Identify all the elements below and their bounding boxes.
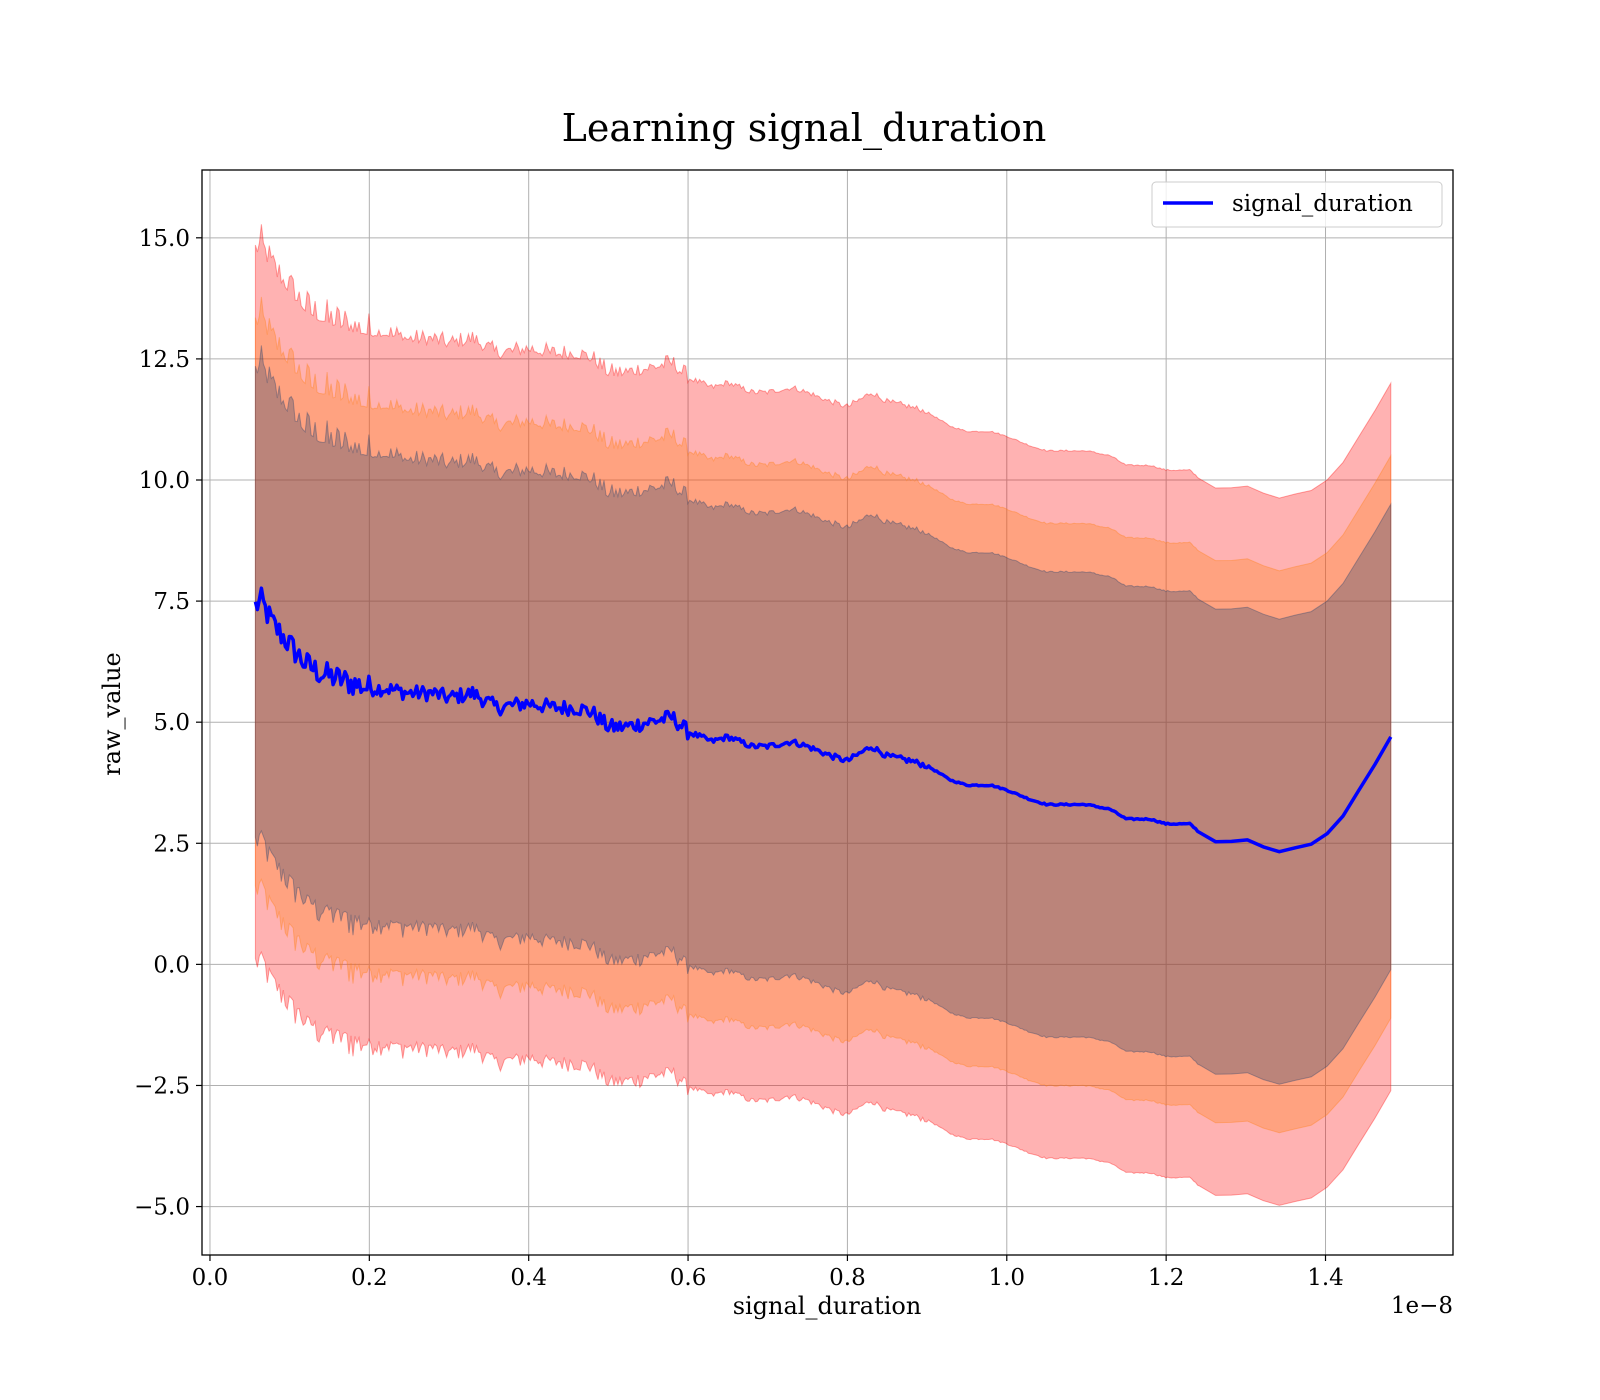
- axes: 0.0 0.2 0.4 0.6 0.8 1.0 1.2 1.4 15.0 12.5 10.0 7.5 5…: [134, 226, 1344, 1291]
- x-offset-text: 1e−8: [1391, 1293, 1453, 1319]
- chart-title: Learning signal_duration: [562, 106, 1047, 151]
- legend-label: signal_duration: [1232, 191, 1413, 217]
- x-tick-label: 0.8: [829, 1265, 866, 1291]
- confidence-band: [254, 345, 1392, 1085]
- confidence-band: [254, 224, 1392, 1206]
- x-tick-label: 1.2: [1148, 1265, 1185, 1291]
- legend: signal_duration: [1151, 181, 1443, 228]
- confidence-band: [254, 296, 1392, 1134]
- y-tick-label: 0.0: [153, 952, 190, 978]
- x-tick-label: 1.4: [1307, 1265, 1344, 1291]
- y-tick-label: 5.0: [153, 710, 190, 736]
- y-tick-label: −5.0: [134, 1195, 190, 1221]
- y-axis-label: raw_value: [98, 652, 126, 776]
- series-line-signal-duration: [253, 586, 1393, 854]
- plot-area: [202, 170, 1453, 1255]
- x-tick-label: 0.0: [192, 1265, 229, 1291]
- legend-box: [1151, 181, 1443, 228]
- y-tick-label: 15.0: [139, 226, 190, 252]
- y-tick-label: 12.5: [139, 347, 190, 373]
- x-tick-label: 0.6: [670, 1265, 707, 1291]
- y-tick-label: 10.0: [139, 468, 190, 494]
- x-tick-label: 0.2: [351, 1265, 388, 1291]
- x-tick-label: 1.0: [988, 1265, 1025, 1291]
- y-tick-label: 2.5: [153, 831, 190, 857]
- y-tick-label: −2.5: [134, 1073, 190, 1099]
- x-axis-label: signal_duration: [733, 1292, 922, 1320]
- x-tick-label: 0.4: [510, 1265, 547, 1291]
- plot-frame: [201, 169, 1454, 1256]
- y-tick-label: 7.5: [153, 589, 190, 615]
